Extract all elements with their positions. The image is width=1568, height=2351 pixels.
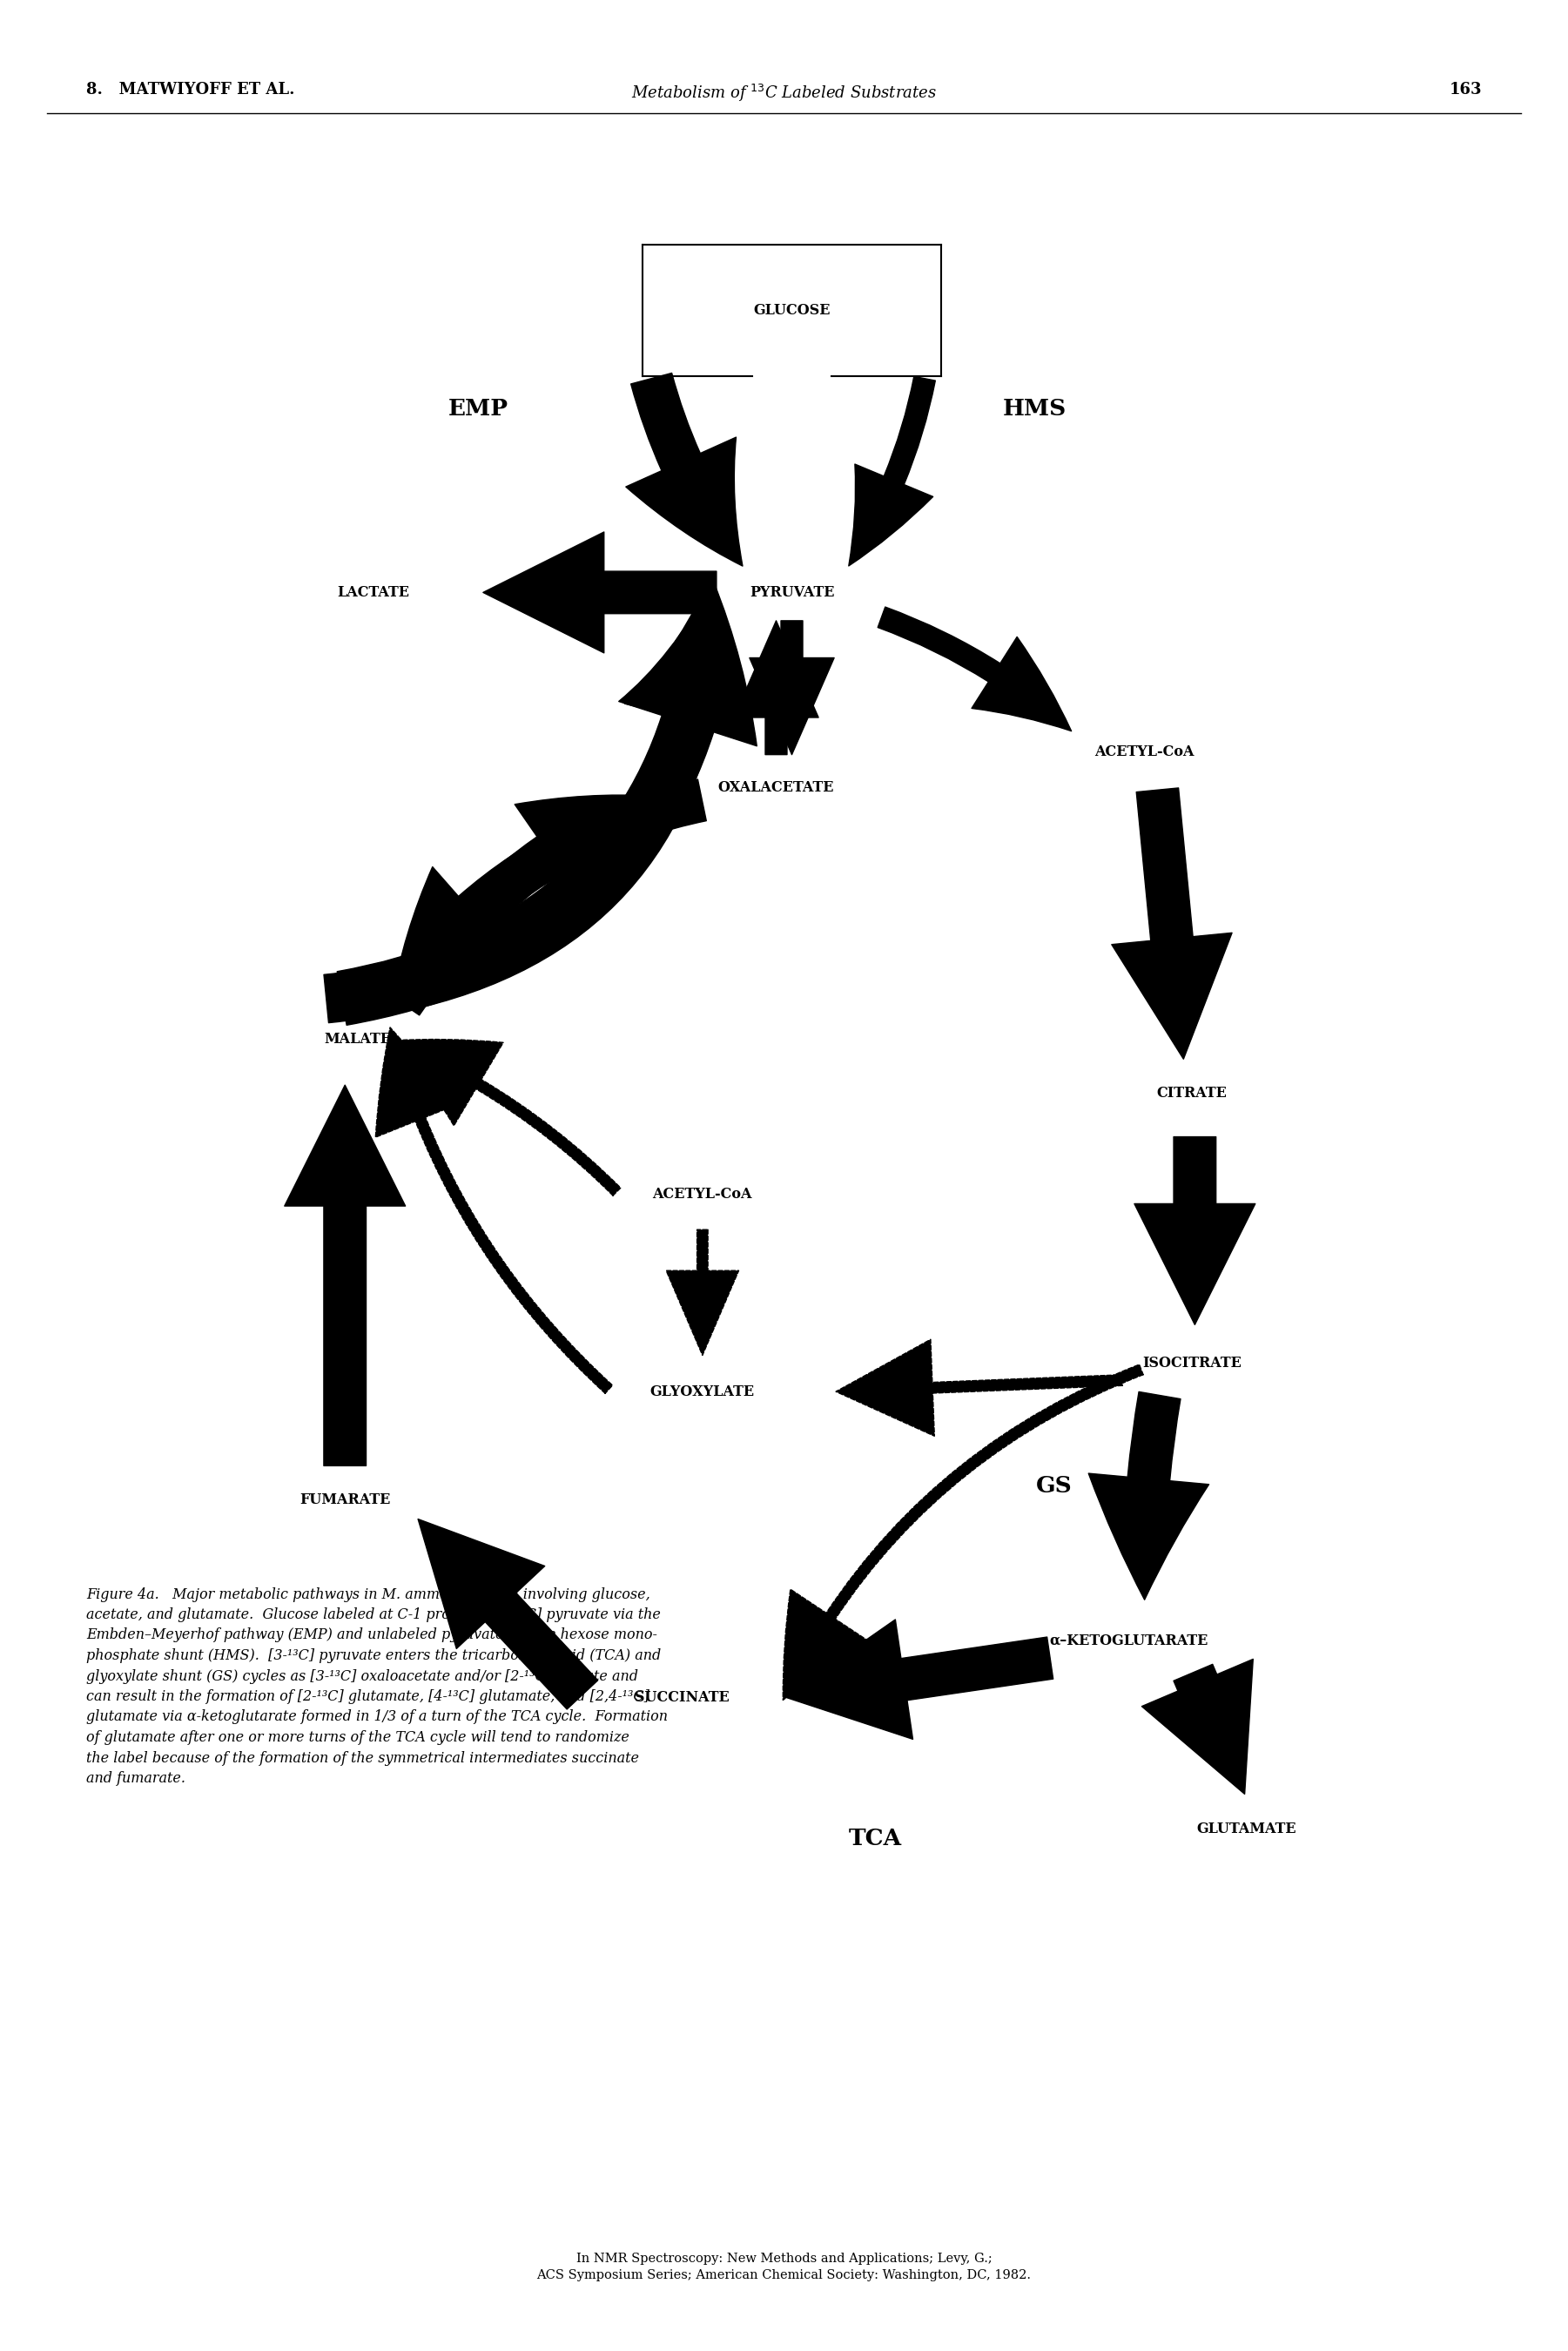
- Text: 163: 163: [1449, 82, 1482, 99]
- Text: SUCCINATE: SUCCINATE: [635, 1690, 729, 1704]
- Text: MALATE: MALATE: [325, 1032, 390, 1046]
- Text: ACETYL-CoA: ACETYL-CoA: [652, 1187, 753, 1201]
- Text: PYRUVATE: PYRUVATE: [750, 585, 834, 600]
- Text: EMP: EMP: [448, 397, 508, 421]
- Text: GLUTAMATE: GLUTAMATE: [1196, 1822, 1297, 1836]
- Text: Metabolism of $^{13}$C Labeled Substrates: Metabolism of $^{13}$C Labeled Substrate…: [632, 82, 936, 103]
- Text: 8.   MATWIYOFF ET AL.: 8. MATWIYOFF ET AL.: [86, 82, 295, 99]
- Text: LACTATE: LACTATE: [337, 585, 409, 600]
- Text: GLUCOSE: GLUCOSE: [753, 303, 831, 317]
- Text: HMS: HMS: [1004, 397, 1066, 421]
- Text: In NMR Spectroscopy: New Methods and Applications; Levy, G.;
ACS Symposium Serie: In NMR Spectroscopy: New Methods and App…: [536, 2252, 1032, 2280]
- Text: GS: GS: [1035, 1474, 1073, 1498]
- Text: CITRATE: CITRATE: [1157, 1086, 1226, 1100]
- Text: α–KETOGLUTARATE: α–KETOGLUTARATE: [1049, 1634, 1209, 1648]
- Text: FUMARATE: FUMARATE: [299, 1493, 390, 1507]
- Text: ISOCITRATE: ISOCITRATE: [1142, 1357, 1242, 1371]
- Text: OXALACETATE: OXALACETATE: [718, 781, 834, 795]
- Text: GLYOXYLATE: GLYOXYLATE: [651, 1385, 754, 1399]
- Text: Figure 4a.   Major metabolic pathways in M. ammoniaphilum involving glucose,
ace: Figure 4a. Major metabolic pathways in M…: [86, 1587, 668, 1787]
- Text: TCA: TCA: [848, 1827, 902, 1850]
- Text: ACETYL-CoA: ACETYL-CoA: [1094, 745, 1195, 759]
